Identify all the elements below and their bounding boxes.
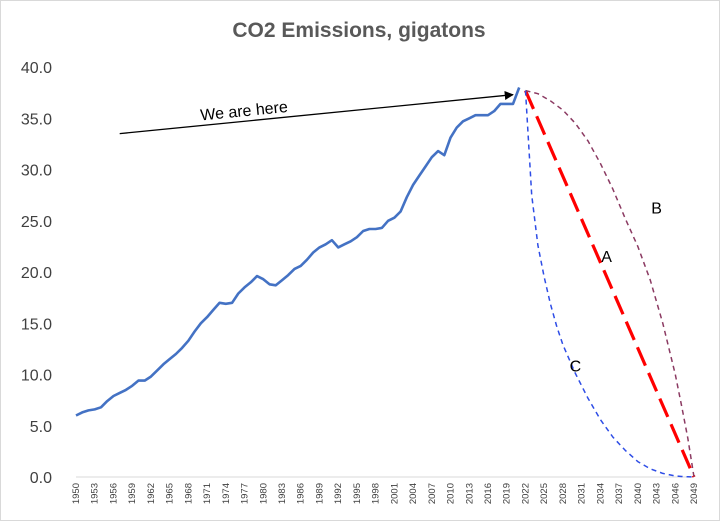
x-tick-label: 1959 <box>127 483 138 504</box>
x-tick-label: 1950 <box>71 483 82 504</box>
x-axis-ticks: 1950 1953 1956 1959 1962 1965 1968 1971 1974 1977… <box>71 483 700 504</box>
y-tick-label: 30.0 <box>21 163 52 180</box>
x-tick-label: 2037 <box>614 483 625 504</box>
x-tick-label: 2007 <box>427 483 438 504</box>
x-tick-label: 2019 <box>502 483 513 504</box>
chart-title: CO2 Emissions, gigatons <box>232 19 485 42</box>
x-tick-label: 1953 <box>90 483 101 504</box>
x-tick-label: 2031 <box>577 483 588 504</box>
y-tick-label: 5.0 <box>30 419 52 436</box>
x-tick-label: 2040 <box>633 483 644 504</box>
series-group <box>75 87 696 478</box>
x-tick-label: 1974 <box>221 483 232 504</box>
y-axis-ticks: 0.0 5.0 10.0 15.0 20.0 25.0 30.0 35.0 40.0 <box>21 60 52 487</box>
annotation-label-a: A <box>601 249 612 266</box>
x-tick-label: 1983 <box>277 483 288 504</box>
x-tick-label: 1989 <box>314 483 325 504</box>
x-tick-label: 2043 <box>652 483 663 504</box>
x-tick-label: 2028 <box>558 483 569 504</box>
annotation-arrow <box>119 90 514 135</box>
x-tick-label: 2022 <box>520 483 531 504</box>
x-tick-label: 2025 <box>539 483 550 504</box>
x-tick-label: 1956 <box>108 483 119 504</box>
x-tick-label: 1977 <box>240 483 251 504</box>
y-tick-label: 15.0 <box>21 316 52 333</box>
y-tick-label: 10.0 <box>21 368 52 385</box>
x-tick-label: 1962 <box>146 483 157 504</box>
y-tick-label: 0.0 <box>30 470 52 487</box>
x-tick-label: 1998 <box>371 483 382 504</box>
x-tick-label: 2013 <box>464 483 475 504</box>
x-tick-label: 1965 <box>165 483 176 504</box>
x-tick-label: 1992 <box>333 483 344 504</box>
x-tick-label: 2046 <box>670 483 681 504</box>
series-line-historical <box>75 87 521 417</box>
x-tick-label: 1980 <box>258 483 269 504</box>
x-tick-label: 2001 <box>389 483 400 504</box>
y-tick-label: 20.0 <box>21 265 52 282</box>
annotation-label-c: C <box>570 358 582 375</box>
x-tick-label: 2034 <box>595 483 606 504</box>
x-tick-label: 2004 <box>408 483 419 504</box>
x-tick-label: 1968 <box>183 483 194 504</box>
x-tick-label: 1971 <box>202 483 213 504</box>
y-tick-label: 35.0 <box>21 111 52 128</box>
x-tick-label: 1986 <box>296 483 307 504</box>
series-line-a <box>524 89 696 478</box>
annotation-label-b: B <box>651 201 662 218</box>
x-tick-label: 2010 <box>446 483 457 504</box>
y-tick-label: 40.0 <box>21 60 52 77</box>
x-tick-label: 2049 <box>689 483 700 504</box>
x-tick-label: 1995 <box>352 483 363 504</box>
y-tick-label: 25.0 <box>21 214 52 231</box>
x-tick-label: 2016 <box>483 483 494 504</box>
